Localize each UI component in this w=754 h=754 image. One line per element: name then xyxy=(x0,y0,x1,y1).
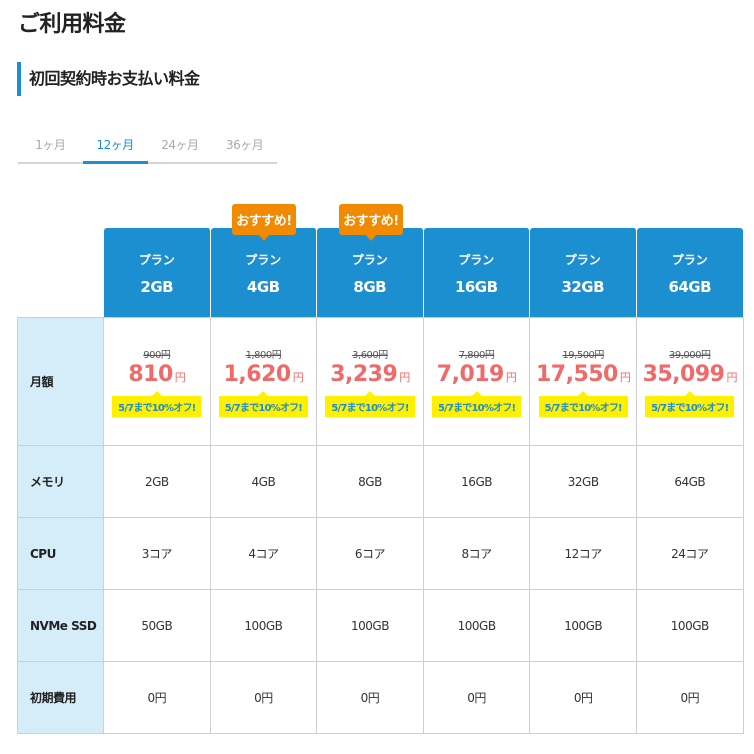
recommend-badge-8gb: おすすめ! xyxy=(339,204,403,241)
memory-row: メモリ 2GB 4GB 8GB 16GB 32GB 64GB xyxy=(17,446,744,518)
plan-size: 16GB xyxy=(454,277,498,296)
initial-fee-row: 初期費用 0円 0円 0円 0円 0円 0円 xyxy=(17,662,744,734)
ssd-cell: 100GB xyxy=(211,590,318,661)
tab-24-months[interactable]: 24ヶ月 xyxy=(161,137,199,152)
plan-label: プラン xyxy=(564,252,601,267)
initial-fee-cell: 0円 xyxy=(530,662,637,733)
plan-header-row: プラン 2GB プラン 4GB プラン 8GB プラン 16GB プラン 32G… xyxy=(104,228,744,318)
plan-label: プラン xyxy=(671,252,708,267)
yen-suffix: 円 xyxy=(505,371,517,384)
memory-cell: 2GB xyxy=(104,446,211,517)
tab-12-months[interactable]: 12ヶ月 xyxy=(82,126,148,164)
row-label-cpu: CPU xyxy=(17,518,104,589)
price-value: 1,620 xyxy=(223,362,292,387)
price-value: 35,099 xyxy=(642,362,725,387)
cpu-cell: 6コア xyxy=(317,518,424,589)
section-heading: 初回契約時お支払い料金 xyxy=(17,62,200,96)
price-value: 7,019 xyxy=(436,362,505,387)
yen-suffix: 円 xyxy=(399,371,410,384)
ssd-cell: 50GB xyxy=(104,590,211,661)
price-cell-32gb: 19,500円 17,550 円 5/7まで10%オフ! xyxy=(530,318,637,445)
yen-suffix: 円 xyxy=(292,371,304,384)
plan-label: プラン xyxy=(458,252,495,267)
price-value: 810 xyxy=(128,362,173,387)
plan-size: 32GB xyxy=(561,277,605,296)
initial-fee-cell: 0円 xyxy=(317,662,424,733)
initial-fee-cell: 0円 xyxy=(104,662,211,733)
contract-period-tabs: 1ヶ月 12ヶ月 24ヶ月 36ヶ月 xyxy=(18,126,277,164)
promo-label: 5/7まで10%オフ! xyxy=(431,391,522,417)
original-price: 3,600円 xyxy=(352,350,388,361)
memory-cell: 64GB xyxy=(637,446,744,517)
page-title: ご利用料金 xyxy=(18,12,126,37)
cpu-cell: 3コア xyxy=(104,518,211,589)
price-cell-16gb: 7,800円 7,019 円 5/7まで10%オフ! xyxy=(424,318,531,445)
plan-header-4gb[interactable]: プラン 4GB xyxy=(210,228,317,318)
discounted-price: 810 円 xyxy=(128,362,185,387)
discounted-price: 3,239 円 xyxy=(330,362,410,387)
ssd-cell: 100GB xyxy=(424,590,531,661)
plan-label: プラン xyxy=(138,252,175,267)
plan-header-2gb[interactable]: プラン 2GB xyxy=(104,228,211,318)
row-label-ssd: NVMe SSD xyxy=(17,590,104,661)
ssd-cell: 100GB xyxy=(530,590,637,661)
tab-1-month[interactable]: 1ヶ月 xyxy=(35,137,66,152)
price-value: 17,550 xyxy=(535,362,618,387)
plan-header-16gb[interactable]: プラン 16GB xyxy=(423,228,530,318)
price-value: 3,239 xyxy=(330,362,398,387)
cpu-row: CPU 3コア 4コア 6コア 8コア 12コア 24コア xyxy=(17,518,744,590)
monthly-price-row: 月額 900円 810 円 5/7まで10%オフ! 1,800円 1,620 円 5… xyxy=(17,318,744,446)
promo-label: 5/7まで10%オフ! xyxy=(538,391,628,417)
memory-cell: 32GB xyxy=(530,446,637,517)
cpu-cell: 4コア xyxy=(211,518,318,589)
memory-cell: 4GB xyxy=(211,446,318,517)
discounted-price: 7,019 円 xyxy=(437,362,517,387)
initial-fee-cell: 0円 xyxy=(637,662,744,733)
ssd-row: NVMe SSD 50GB 100GB 100GB 100GB 100GB 10… xyxy=(17,590,744,662)
ssd-cell: 100GB xyxy=(637,590,744,661)
row-label-monthly: 月額 xyxy=(17,318,104,445)
original-price: 19,500円 xyxy=(562,350,604,361)
plan-header-32gb[interactable]: プラン 32GB xyxy=(530,228,637,318)
memory-cell: 16GB xyxy=(424,446,531,517)
price-cell-64gb: 39,000円 35,099 円 5/7まで10%オフ! xyxy=(637,318,744,445)
discounted-price: 1,620 円 xyxy=(224,362,304,387)
ssd-cell: 100GB xyxy=(317,590,424,661)
pricing-table: 月額 900円 810 円 5/7まで10%オフ! 1,800円 1,620 円 5… xyxy=(17,317,744,734)
plan-header-64gb[interactable]: プラン 64GB xyxy=(636,228,743,318)
plan-header-8gb[interactable]: プラン 8GB xyxy=(317,228,424,318)
discounted-price: 17,550 円 xyxy=(535,362,631,387)
plan-size: 8GB xyxy=(353,277,387,296)
tab-36-months[interactable]: 36ヶ月 xyxy=(225,137,264,152)
cpu-cell: 24コア xyxy=(637,518,744,589)
memory-cell: 8GB xyxy=(317,446,424,517)
discounted-price: 35,099 円 xyxy=(642,362,738,387)
original-price: 1,800円 xyxy=(245,350,282,361)
yen-suffix: 円 xyxy=(726,371,737,384)
row-label-initial-fee: 初期費用 xyxy=(17,662,104,733)
plan-size: 4GB xyxy=(246,277,280,296)
original-price: 900円 xyxy=(143,350,171,361)
price-cell-4gb: 1,800円 1,620 円 5/7まで10%オフ! xyxy=(211,318,318,445)
cpu-cell: 12コア xyxy=(530,518,637,589)
yen-suffix: 円 xyxy=(619,371,631,384)
plan-size: 2GB xyxy=(140,277,174,296)
price-cell-2gb: 900円 810 円 5/7まで10%オフ! xyxy=(104,318,211,445)
price-cell-8gb: 3,600円 3,239 円 5/7まで10%オフ! xyxy=(317,318,424,445)
promo-label: 5/7まで10%オフ! xyxy=(218,391,309,417)
original-price: 39,000円 xyxy=(669,350,711,361)
plan-label: プラン xyxy=(245,252,282,267)
plan-size: 64GB xyxy=(668,277,712,296)
initial-fee-cell: 0円 xyxy=(424,662,531,733)
initial-fee-cell: 0円 xyxy=(211,662,318,733)
row-label-memory: メモリ xyxy=(17,446,104,517)
recommend-badge-4gb: おすすめ! xyxy=(232,204,296,241)
promo-label: 5/7まで10%オフ! xyxy=(325,391,415,417)
cpu-cell: 8コア xyxy=(424,518,531,589)
yen-suffix: 円 xyxy=(174,371,186,384)
original-price: 7,800円 xyxy=(458,350,495,361)
promo-label: 5/7まで10%オフ! xyxy=(112,391,202,417)
plan-label: プラン xyxy=(351,252,388,267)
promo-label: 5/7まで10%オフ! xyxy=(645,391,735,417)
